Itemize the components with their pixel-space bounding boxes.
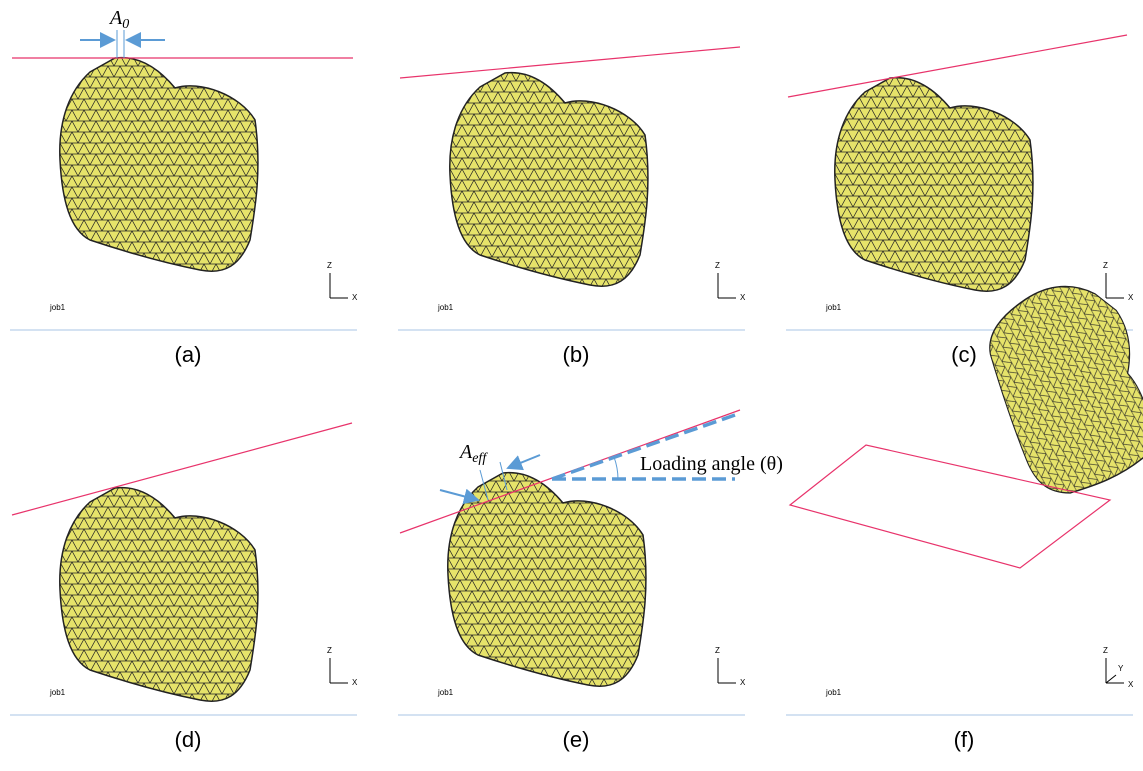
axis-label: X [352,293,358,302]
axis-label: X [740,678,746,687]
tooth-mesh [60,488,258,702]
tooth-mesh [835,78,1033,292]
job-label: job1 [437,688,454,697]
axis-label: Z [715,646,720,655]
subscript: eff [472,451,488,466]
caption: (b) [563,342,590,367]
tooth-mesh [956,263,1143,512]
axis-label: Z [327,646,332,655]
panels: job1 Z X (a) job1 Z X (b) job1 Z X (c) job1 Z X (d) job1… [10,35,1143,752]
symbol: A [458,441,473,463]
loading-plane [400,47,740,78]
caption: (a) [175,342,202,367]
axis-y [1106,675,1116,683]
axis-label: Z [327,261,332,270]
axis-label: Z [715,261,720,270]
caption: (d) [175,727,202,752]
job-label: job1 [49,303,66,312]
aeff-label: Aeff [458,441,488,466]
job-label: job1 [825,688,842,697]
axis-label: X [352,678,358,687]
a0-label: A0 [108,7,129,32]
loading-angle-label: Loading angle (θ) [640,453,783,475]
caption: (e) [563,727,590,752]
symbol: A [108,7,123,29]
loading-plane [788,35,1127,97]
job-label: job1 [825,303,842,312]
arrow [508,455,540,468]
tooth-mesh [450,73,648,287]
job-label: job1 [49,688,66,697]
axis-label: X [740,293,746,302]
axis-label: X [1128,293,1134,302]
tooth-mesh [60,58,258,272]
caption: (c) [951,342,977,367]
loading-plane [12,423,352,515]
job-label: job1 [437,303,454,312]
figure: job1 Z X (a) job1 Z X (b) job1 Z X (c) job1 Z X (d) job1… [0,0,1143,771]
subscript: 0 [122,17,129,32]
axis-label: Z [1103,261,1108,270]
axis-label: Z [1103,646,1108,655]
annotation-a0: A0 [80,7,165,58]
axis-label: Y [1118,664,1124,673]
angle-arc [614,457,618,479]
axis-label: X [1128,680,1134,689]
caption: (f) [954,727,975,752]
